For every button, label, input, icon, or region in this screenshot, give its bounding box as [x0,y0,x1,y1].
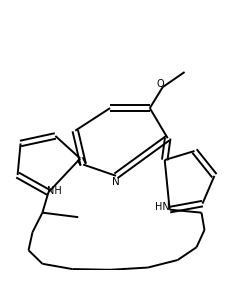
Text: HN: HN [155,202,170,212]
Text: NH: NH [47,186,62,196]
Text: N: N [112,176,120,187]
Text: O: O [157,79,164,89]
